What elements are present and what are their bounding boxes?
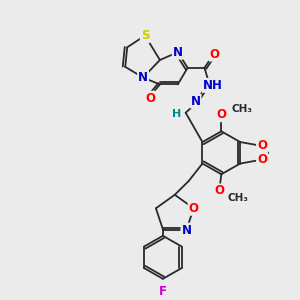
Text: H: H [172, 109, 182, 119]
Text: F: F [159, 285, 167, 298]
Text: N: N [138, 71, 148, 84]
Text: N: N [173, 46, 183, 59]
Text: O: O [189, 202, 199, 215]
Text: O: O [209, 48, 219, 61]
Text: N: N [190, 94, 201, 107]
Text: N: N [182, 224, 191, 237]
Text: O: O [257, 153, 267, 166]
Text: O: O [214, 184, 224, 197]
Text: CH₃: CH₃ [227, 193, 248, 203]
Text: CH₃: CH₃ [231, 104, 252, 114]
Text: O: O [257, 140, 267, 152]
Text: NH: NH [202, 79, 222, 92]
Text: O: O [145, 92, 155, 105]
Text: O: O [216, 108, 226, 121]
Text: S: S [141, 29, 149, 42]
